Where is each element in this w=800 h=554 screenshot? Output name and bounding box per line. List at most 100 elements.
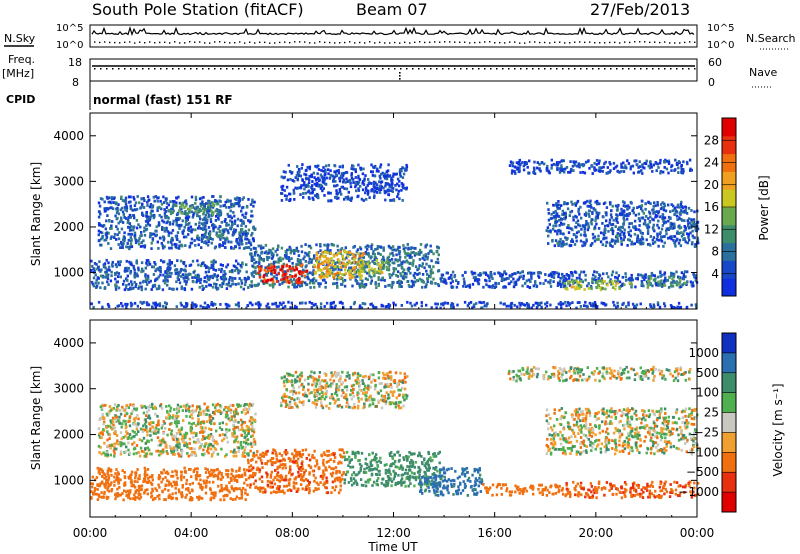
- nsearch-point: [309, 42, 311, 44]
- data-cell: [347, 251, 351, 254]
- data-cell: [464, 270, 467, 274]
- data-cell: [605, 213, 608, 217]
- data-cell: [655, 283, 658, 287]
- data-cell: [146, 200, 149, 204]
- data-cell: [141, 302, 144, 305]
- data-cell: [522, 277, 525, 281]
- nsearch-point: [369, 41, 371, 43]
- data-cell: [143, 226, 146, 230]
- data-cell: [364, 270, 367, 274]
- nsearch-point: [239, 41, 241, 43]
- data-cell: [122, 213, 125, 216]
- data-cell: [569, 169, 573, 173]
- data-cell: [124, 208, 127, 211]
- data-cell: [240, 410, 244, 414]
- data-cell: [398, 258, 401, 262]
- data-cell: [556, 166, 559, 170]
- data-cell: [687, 226, 691, 230]
- nave-point: [238, 68, 240, 70]
- data-cell: [410, 256, 413, 259]
- data-cell: [503, 302, 506, 306]
- data-cell: [587, 287, 591, 290]
- data-cell: [373, 258, 376, 261]
- data-cell: [224, 200, 227, 204]
- data-cell: [152, 232, 156, 236]
- data-cell: [638, 205, 641, 209]
- data-cell: [536, 161, 539, 164]
- data-cell: [115, 271, 119, 274]
- data-cell: [210, 303, 213, 306]
- data-cell: [647, 200, 650, 204]
- data-cell: [338, 176, 341, 180]
- data-cell: [114, 414, 117, 417]
- data-cell: [540, 161, 544, 164]
- data-cell: [657, 238, 660, 242]
- data-cell: [302, 257, 305, 261]
- data-cell: [638, 224, 641, 227]
- nsearch-point: [679, 42, 681, 44]
- data-cell: [646, 226, 649, 229]
- data-cell: [266, 258, 269, 262]
- data-cell: [322, 273, 325, 276]
- data-cell: [191, 206, 194, 209]
- data-cell: [253, 247, 256, 250]
- data-cell: [301, 263, 304, 267]
- data-cell: [478, 300, 481, 304]
- data-cell: [415, 272, 419, 276]
- data-cell: [141, 211, 144, 215]
- data-cell: [106, 214, 109, 217]
- data-cell: [587, 282, 590, 285]
- data-cell: [146, 274, 150, 278]
- data-cell: [398, 170, 402, 174]
- data-cell: [354, 185, 357, 189]
- data-cell: [455, 285, 459, 289]
- data-cell: [463, 282, 466, 285]
- data-cell: [290, 171, 293, 175]
- data-cell: [286, 269, 290, 273]
- data-cell: [651, 238, 654, 242]
- data-cell: [616, 221, 619, 224]
- data-cell: [656, 301, 660, 305]
- data-cell: [190, 422, 193, 426]
- nave-point: [418, 68, 420, 70]
- nsearch-point: [229, 42, 231, 44]
- nave-point: [262, 68, 264, 70]
- data-cell: [666, 279, 669, 282]
- data-cell: [603, 162, 606, 166]
- nave-point: [472, 68, 474, 70]
- data-cell: [550, 158, 553, 162]
- data-cell: [125, 445, 128, 449]
- data-cell: [555, 161, 559, 164]
- data-cell: [389, 199, 392, 202]
- data-cell: [677, 160, 681, 163]
- data-cell: [158, 214, 161, 217]
- data-cell: [513, 170, 516, 173]
- data-cell: [324, 260, 328, 264]
- data-cell: [135, 282, 138, 286]
- data-cell: [565, 273, 568, 276]
- data-cell: [184, 276, 187, 280]
- data-cell: [243, 215, 246, 219]
- data-cell: [229, 227, 232, 230]
- data-cell: [290, 301, 293, 305]
- data-cell: [95, 284, 99, 288]
- data-cell: [637, 228, 641, 232]
- data-cell: [616, 279, 620, 283]
- data-cell: [296, 177, 299, 181]
- data-cell: [168, 246, 171, 250]
- data-cell: [608, 161, 611, 164]
- data-cell: [663, 272, 666, 276]
- data-cell: [556, 163, 559, 167]
- data-cell: [648, 210, 651, 214]
- data-cell: [305, 269, 309, 273]
- data-cell: [208, 230, 212, 234]
- data-cell: [214, 268, 217, 272]
- data-cell: [525, 161, 528, 164]
- nsearch-point: [329, 41, 331, 44]
- data-cell: [639, 302, 642, 306]
- data-cell: [210, 241, 213, 245]
- data-cell: [200, 246, 203, 249]
- data-cell: [563, 243, 566, 246]
- data-cell: [365, 252, 368, 256]
- data-cell: [554, 215, 558, 219]
